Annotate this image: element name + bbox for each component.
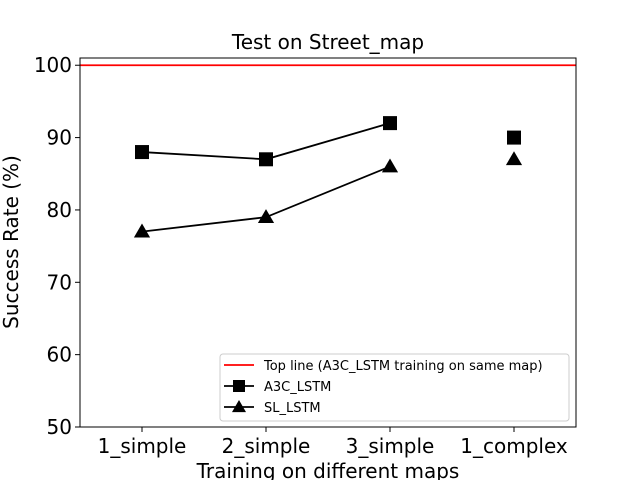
y-axis-label: Success Rate (%)	[0, 155, 23, 329]
y-tick-label: 60	[47, 343, 72, 367]
y-tick-label: 70	[47, 270, 72, 294]
y-tick-label: 50	[47, 415, 72, 439]
data-point-1-4	[507, 130, 521, 145]
data-point-1-1	[135, 145, 149, 160]
legend-marker-3	[231, 399, 247, 413]
x-tick-label: 2_simple	[222, 434, 311, 458]
y-tick-label: 100	[34, 53, 72, 77]
data-point-1-2	[259, 152, 273, 167]
plot-area: 50 60 70 80 90 100 1_simple 2_simple 3_simple 1_c…	[34, 53, 577, 458]
x-tick-label: 1_complex	[460, 434, 568, 458]
data-point-2-1	[133, 223, 151, 238]
axes-frame	[79, 57, 577, 428]
chart-title: Test on Street_map	[231, 30, 424, 54]
data-point-1-3	[383, 116, 397, 131]
legend: Top line (A3C_LSTM training on same map)…	[219, 353, 570, 422]
y-tick-label: 80	[47, 198, 72, 222]
legend-label-1: Top line (A3C_LSTM training on same map)	[263, 359, 543, 374]
legend-box	[219, 353, 570, 422]
legend-label-2: A3C_LSTM	[264, 380, 331, 395]
x-axis-label: Training on different maps	[196, 459, 460, 480]
x-tick-label: 1_simple	[98, 434, 187, 458]
data-point-2-2	[257, 209, 275, 224]
legend-label-3: SL_LSTM	[264, 401, 321, 416]
data-point-2-4	[505, 151, 523, 166]
y-tick-label: 90	[47, 126, 72, 150]
legend-marker-2	[233, 380, 245, 392]
data-point-2-3	[381, 158, 399, 173]
x-tick-label: 3_simple	[346, 434, 435, 458]
